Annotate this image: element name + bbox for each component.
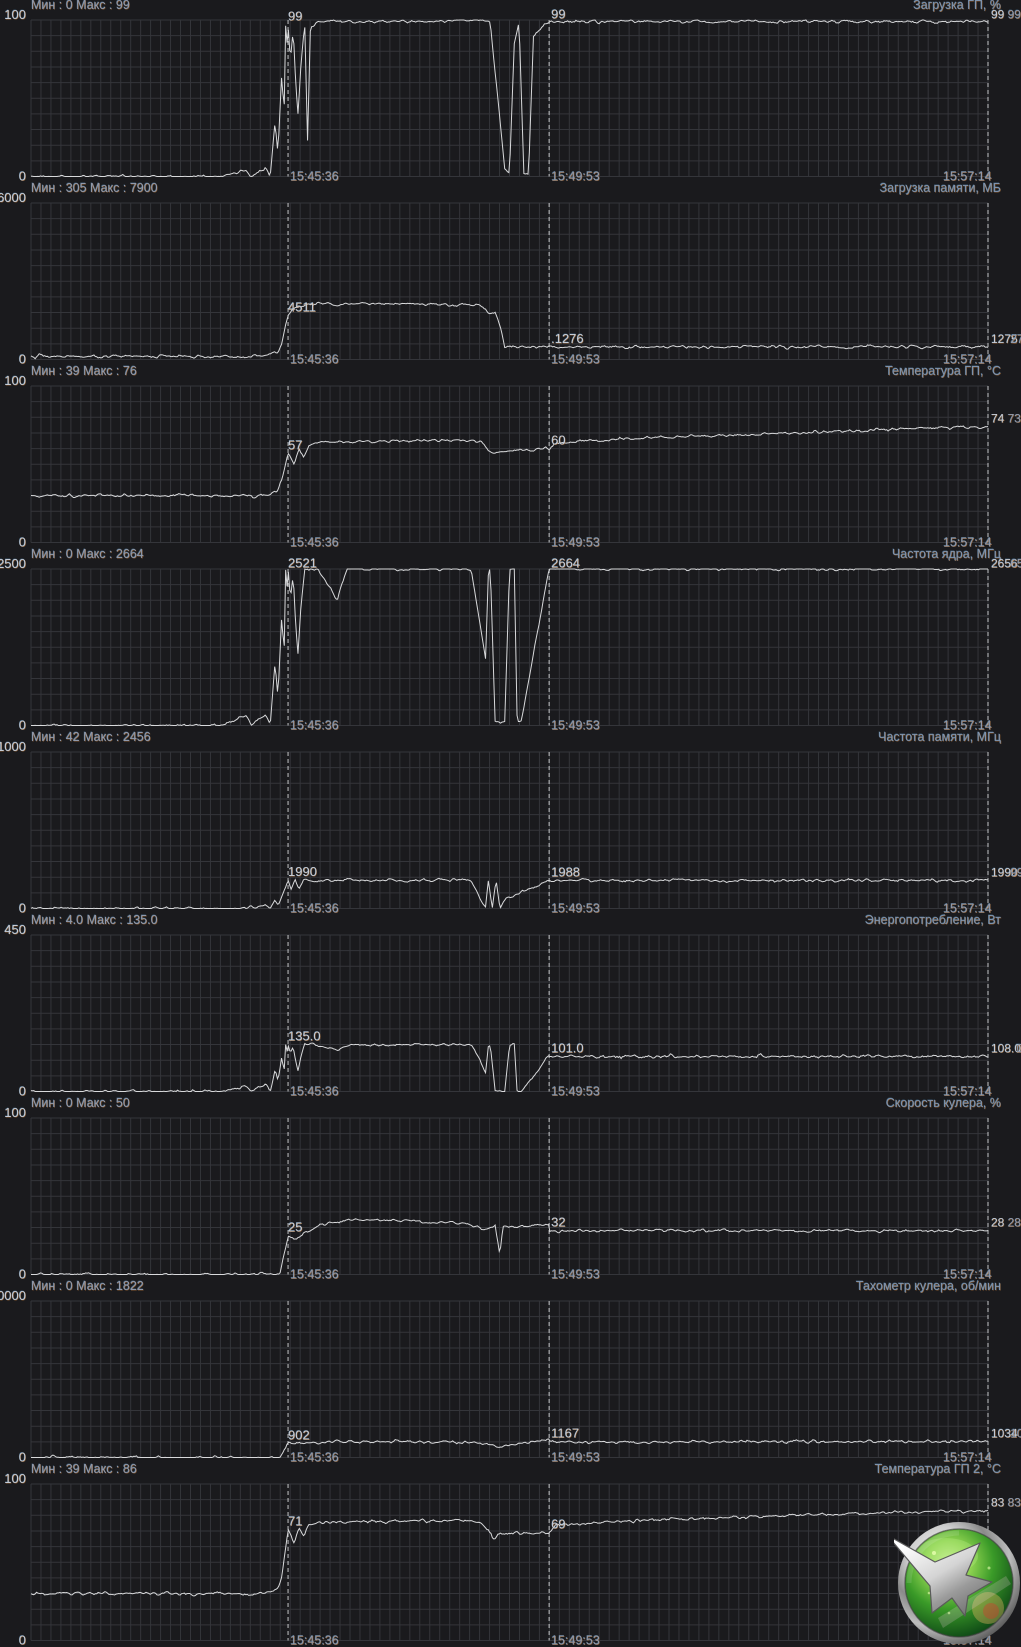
svg-text:15:45:36: 15:45:36 <box>290 1268 339 1282</box>
svg-text:15:45:36: 15:45:36 <box>290 719 339 733</box>
svg-text:15:45:36: 15:45:36 <box>290 536 339 550</box>
svg-text:73: 73 <box>1008 412 1021 426</box>
svg-text:08.0: 08.0 <box>1017 1041 1021 1055</box>
svg-text:0: 0 <box>19 352 26 367</box>
svg-text:15:49:53: 15:49:53 <box>551 1085 600 1099</box>
svg-text:0: 0 <box>19 1450 26 1465</box>
svg-text:2521: 2521 <box>288 556 317 571</box>
svg-text:101.0: 101.0 <box>551 1040 584 1055</box>
svg-text:1167: 1167 <box>551 1426 579 1441</box>
svg-text:0: 0 <box>19 901 26 916</box>
svg-text:11000: 11000 <box>0 739 26 754</box>
svg-text:Мин : 39 Макс : 76: Мин : 39 Макс : 76 <box>31 364 137 378</box>
svg-text:99: 99 <box>1008 8 1021 22</box>
svg-text:15:49:53: 15:49:53 <box>551 170 600 184</box>
svg-text:15:49:53: 15:49:53 <box>551 719 600 733</box>
svg-text:57: 57 <box>288 437 302 452</box>
svg-text:15:49:53: 15:49:53 <box>551 1634 600 1647</box>
svg-text:16000: 16000 <box>0 190 26 205</box>
svg-text:1990: 1990 <box>288 864 317 879</box>
svg-text:15:45:36: 15:45:36 <box>290 353 339 367</box>
svg-text:Скорость кулера, %: Скорость кулера, % <box>886 1096 1001 1110</box>
svg-text:Частота ядра, МГц: Частота ядра, МГц <box>892 547 1001 561</box>
svg-text:15:45:36: 15:45:36 <box>290 1085 339 1099</box>
svg-text:99: 99 <box>991 8 1005 22</box>
svg-text:15:49:53: 15:49:53 <box>551 902 600 916</box>
svg-text:2500: 2500 <box>0 556 26 571</box>
svg-text:69: 69 <box>551 1517 565 1532</box>
svg-text:83: 83 <box>1008 1496 1021 1510</box>
svg-text:Загрузка ГП, %: Загрузка ГП, % <box>913 0 1001 12</box>
svg-text:100: 100 <box>4 7 26 22</box>
svg-text:Мин : 0 Макс : 1822: Мин : 0 Макс : 1822 <box>31 1279 144 1293</box>
svg-text:4511: 4511 <box>288 299 316 314</box>
svg-text:71: 71 <box>288 1513 302 1528</box>
svg-text:Температура ГП, °C: Температура ГП, °C <box>885 364 1001 378</box>
svg-text:99: 99 <box>288 9 302 24</box>
svg-text:15:45:36: 15:45:36 <box>290 170 339 184</box>
svg-text:135.0: 135.0 <box>288 1029 321 1044</box>
svg-text:Мин : 42 Макс : 2456: Мин : 42 Макс : 2456 <box>31 730 151 744</box>
svg-text:15:49:53: 15:49:53 <box>551 536 600 550</box>
svg-text:83: 83 <box>991 1496 1005 1510</box>
svg-text:15:45:36: 15:45:36 <box>290 1634 339 1647</box>
svg-text:Мин : 0 Макс : 50: Мин : 0 Макс : 50 <box>31 1096 130 1110</box>
svg-text:Мин : 0 Макс : 99: Мин : 0 Макс : 99 <box>31 0 130 12</box>
svg-text:74: 74 <box>991 412 1005 426</box>
svg-text:Мин : 39 Макс : 86: Мин : 39 Макс : 86 <box>31 1462 137 1476</box>
svg-text:32: 32 <box>551 1215 565 1230</box>
svg-text:15:49:53: 15:49:53 <box>551 1268 600 1282</box>
svg-text:0: 0 <box>19 1084 26 1099</box>
svg-text:99: 99 <box>551 7 565 22</box>
svg-text:Тахометр кулера, об/мин: Тахометр кулера, об/мин <box>856 1279 1001 1293</box>
svg-text:0: 0 <box>19 169 26 184</box>
svg-text:15:49:53: 15:49:53 <box>551 353 600 367</box>
svg-text:15:49:53: 15:49:53 <box>551 1451 600 1465</box>
svg-text:0: 0 <box>19 1267 26 1282</box>
svg-text:902: 902 <box>288 1427 310 1442</box>
svg-text:60: 60 <box>551 433 565 448</box>
svg-text:15:45:36: 15:45:36 <box>290 902 339 916</box>
svg-text:0: 0 <box>19 718 26 733</box>
svg-text:Мин : 0 Макс : 2664: Мин : 0 Макс : 2664 <box>31 547 144 561</box>
svg-text:275: 275 <box>1010 332 1021 346</box>
svg-text:656: 656 <box>1010 557 1021 571</box>
svg-text:100: 100 <box>4 373 26 388</box>
svg-text:100: 100 <box>4 1471 26 1486</box>
svg-text:Энергопотребление, Вт: Энергопотребление, Вт <box>865 913 1002 927</box>
svg-text:990: 990 <box>1010 865 1021 879</box>
svg-text:Температура ГП 2, °C: Температура ГП 2, °C <box>875 1462 1001 1476</box>
svg-text:0: 0 <box>19 535 26 550</box>
svg-text:Частота памяти, МГц: Частота памяти, МГц <box>878 730 1001 744</box>
svg-text:1988: 1988 <box>551 864 580 879</box>
svg-text:.1276: .1276 <box>551 331 584 346</box>
svg-text:1035: 1035 <box>1010 1426 1021 1440</box>
svg-text:0: 0 <box>19 1633 26 1647</box>
svg-text:Загрузка памяти, МБ: Загрузка памяти, МБ <box>880 181 1001 195</box>
svg-text:28: 28 <box>991 1216 1005 1230</box>
svg-text:15:45:36: 15:45:36 <box>290 1451 339 1465</box>
svg-text:450: 450 <box>4 922 26 937</box>
svg-text:Мин : 4.0 Макс : 135.0: Мин : 4.0 Макс : 135.0 <box>31 913 158 927</box>
svg-text:2664: 2664 <box>551 556 580 571</box>
svg-text:100: 100 <box>4 1105 26 1120</box>
svg-text:25: 25 <box>288 1219 302 1234</box>
svg-text:Мин : 305 Макс : 7900: Мин : 305 Макс : 7900 <box>31 181 158 195</box>
svg-text:28: 28 <box>1008 1216 1021 1230</box>
